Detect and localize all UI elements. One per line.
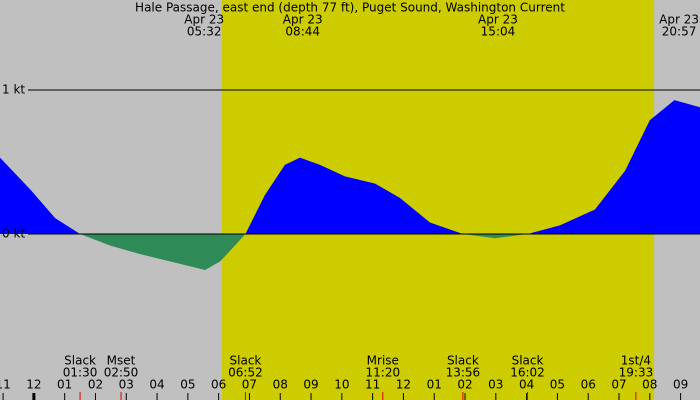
top-time: 20:57	[662, 25, 697, 39]
top-date: Apr 23	[478, 13, 518, 27]
x-tick-label: 08	[642, 378, 657, 392]
x-tick-label: 06	[581, 378, 596, 392]
event-time: 06:52	[228, 366, 263, 380]
x-tick-label: 01	[57, 378, 72, 392]
event-label: Mrise	[367, 354, 399, 368]
x-tick-label: 01	[427, 378, 442, 392]
event-label: Slack	[230, 354, 262, 368]
x-tick-label: 04	[149, 378, 164, 392]
event-time: 16:02	[510, 366, 545, 380]
x-tick-label: 09	[673, 378, 688, 392]
x-tick-label: 09	[303, 378, 318, 392]
top-time: 15:04	[481, 25, 516, 39]
event-time: 01:30	[63, 366, 98, 380]
x-tick-label: 05	[550, 378, 565, 392]
top-date: Apr 23	[283, 13, 323, 27]
top-time: 08:44	[285, 25, 320, 39]
x-tick-label: 12	[396, 378, 411, 392]
x-tick-label: 04	[519, 378, 534, 392]
event-label: Slack	[64, 354, 96, 368]
x-tick-label: 08	[273, 378, 288, 392]
top-date: Apr 23	[184, 13, 224, 27]
x-tick-label: 02	[457, 378, 472, 392]
event-time: 11:20	[366, 366, 401, 380]
x-tick-label: 03	[119, 378, 134, 392]
current-area-flood	[0, 100, 700, 234]
chart-title: Hale Passage, east end (depth 77 ft), Pu…	[135, 1, 565, 15]
event-label: Mset	[107, 354, 136, 368]
top-date: Apr 23	[659, 13, 699, 27]
current-area-ebb	[80, 233, 528, 270]
event-time: 02:50	[104, 366, 139, 380]
y-tick-label: 0 kt	[2, 226, 25, 240]
x-tick-label: 11	[0, 378, 11, 392]
x-tick-label: 02	[88, 378, 103, 392]
y-tick-label: 1 kt	[2, 82, 25, 96]
event-time: 19:33	[619, 366, 654, 380]
event-label: Slack	[512, 354, 544, 368]
event-label: 1st/4	[621, 354, 651, 368]
x-tick-label: 07	[611, 378, 626, 392]
x-tick-label: 05	[180, 378, 195, 392]
x-tick-label: 11	[365, 378, 380, 392]
top-time: 05:32	[187, 25, 222, 39]
event-label: Slack	[447, 354, 479, 368]
x-tick-label: 10	[334, 378, 349, 392]
x-tick-label: 12	[26, 378, 41, 392]
x-tick-label: 06	[211, 378, 226, 392]
x-tick-label: 03	[488, 378, 503, 392]
event-time: 13:56	[446, 366, 481, 380]
x-tick-label: 07	[242, 378, 257, 392]
